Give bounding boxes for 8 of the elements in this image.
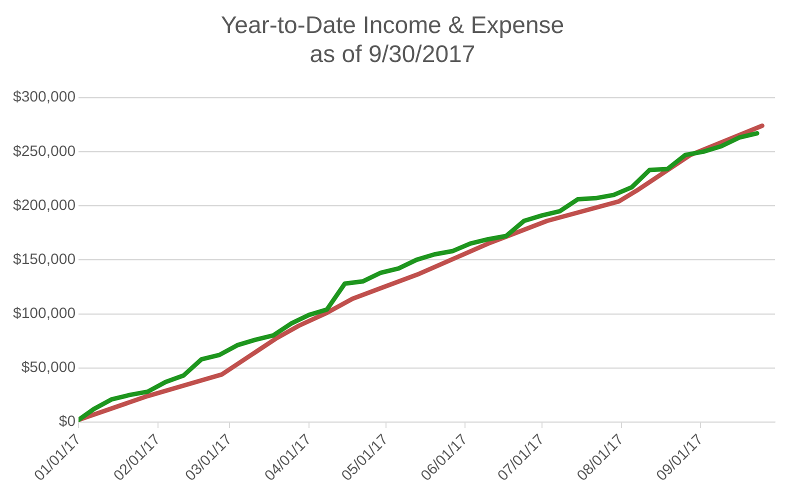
y-tick-label: $100,000 <box>12 304 76 322</box>
chart-title: Year-to-Date Income & Expense as of 9/30/2017 <box>220 12 564 68</box>
y-tick-label: $50,000 <box>21 359 76 376</box>
y-tick-label: $300,000 <box>12 88 76 106</box>
y-tick-label: $150,000 <box>12 250 76 268</box>
y-tick-label: $200,000 <box>12 196 76 214</box>
y-tick-label: $0 <box>58 413 76 430</box>
y-tick-label: $250,000 <box>12 142 76 160</box>
